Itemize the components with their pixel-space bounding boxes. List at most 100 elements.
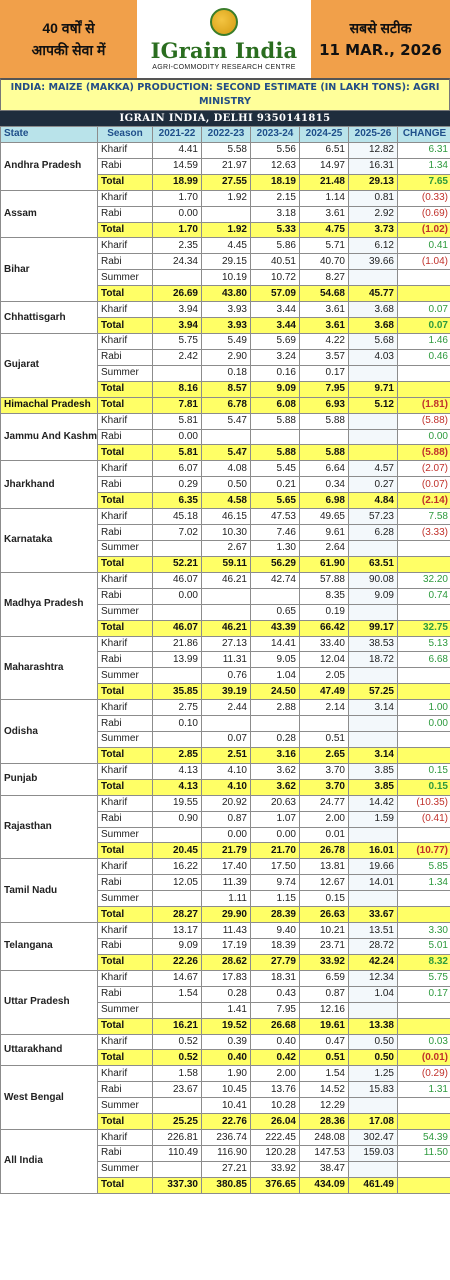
season-label: Total: [97, 492, 153, 510]
value-cell: 57.23: [348, 508, 398, 526]
value-cell: 43.39: [250, 619, 300, 637]
value-cell: [152, 539, 202, 557]
value-cell: 2.14: [299, 699, 349, 717]
value-cell: [201, 715, 251, 733]
value-cell: 12.82: [348, 141, 398, 159]
season-label: Total: [97, 221, 153, 239]
table-row-total: Total 22.26 28.62 27.79 33.92 42.24 8.32: [1, 953, 450, 971]
contact-bar: IGRAIN INDIA, DELHI 9350141815: [0, 111, 450, 126]
table-row: Punjab Kharif 4.13 4.10 3.62 3.70 3.85 0.15: [0, 762, 450, 796]
value-cell: 2.65: [299, 746, 349, 764]
value-cell: 1.04: [348, 985, 398, 1003]
change-cell: [397, 667, 450, 685]
change-cell: (0.01): [397, 1049, 450, 1067]
value-cell: [348, 603, 398, 621]
value-cell: 9.61: [299, 524, 349, 541]
value-cell: 21.97: [201, 157, 251, 175]
value-cell: 10.19: [201, 269, 251, 287]
value-cell: 2.75: [152, 699, 202, 717]
value-cell: 20.92: [201, 794, 251, 812]
value-cell: 3.70: [299, 762, 349, 780]
value-cell: 5.86: [250, 237, 300, 255]
value-cell: 21.79: [201, 842, 251, 860]
value-cell: 380.85: [201, 1176, 251, 1194]
season-label: Rabi: [97, 1145, 153, 1162]
value-cell: 10.45: [201, 1081, 251, 1099]
value-cell: 3.94: [152, 301, 202, 319]
season-label: Kharif: [97, 301, 153, 319]
table-row: Rabi 23.67 10.45 13.76 14.52 15.83 1.31: [1, 1081, 450, 1099]
value-cell: 4.10: [201, 778, 251, 796]
state-name: Tamil Nadu: [0, 858, 98, 924]
value-cell: 21.70: [250, 842, 300, 860]
table-row: Summer 1.41 7.95 12.16: [1, 1001, 450, 1019]
value-cell: 3.24: [250, 348, 300, 366]
table-row: Rabi 2.42 2.90 3.24 3.57 4.03 0.46: [1, 348, 450, 366]
state-name: Himachal Pradesh: [0, 396, 98, 414]
season-label: Kharif: [97, 699, 153, 717]
value-cell: 2.90: [201, 348, 251, 366]
value-cell: 0.21: [250, 476, 300, 494]
value-cell: 3.93: [201, 317, 251, 334]
value-cell: 0.29: [152, 476, 202, 494]
value-cell: 4.58: [201, 492, 251, 510]
value-cell: 28.27: [152, 906, 202, 924]
value-cell: 3.62: [250, 778, 300, 796]
value-cell: 1.58: [152, 1065, 202, 1083]
value-cell: 40.70: [299, 253, 349, 271]
season-label: Kharif: [97, 571, 153, 589]
value-cell: 5.47: [201, 412, 251, 430]
value-cell: 5.81: [152, 444, 202, 462]
state-name: Uttarakhand: [0, 1033, 98, 1067]
table-row: Summer 0.00 0.00 0.01: [1, 826, 450, 844]
value-cell: 9.74: [250, 874, 300, 892]
value-cell: 22.76: [201, 1113, 251, 1131]
value-cell: 9.05: [250, 651, 300, 669]
value-cell: 46.21: [201, 619, 251, 637]
value-cell: 4.22: [299, 332, 349, 350]
value-cell: 46.15: [201, 508, 251, 526]
season-label: Total: [97, 842, 153, 860]
season-label: Total: [97, 683, 153, 701]
state-name: West Bengal: [0, 1065, 98, 1131]
value-cell: 18.72: [348, 651, 398, 669]
value-cell: 6.78: [201, 396, 251, 414]
value-cell: 236.74: [201, 1129, 251, 1146]
change-cell: [397, 285, 450, 303]
value-cell: 49.65: [299, 508, 349, 526]
value-cell: [348, 1001, 398, 1019]
value-cell: 2.05: [299, 667, 349, 685]
value-cell: 42.74: [250, 571, 300, 589]
value-cell: 2.35: [152, 237, 202, 255]
value-cell: 24.77: [299, 794, 349, 812]
table-row: Uttar Pradesh Kharif 14.67 17.83 18.31 6.59 12…: [0, 969, 450, 1035]
value-cell: 0.52: [152, 1049, 202, 1067]
value-cell: 27.55: [201, 173, 251, 191]
value-cell: 2.00: [299, 810, 349, 828]
value-cell: 5.88: [250, 412, 300, 430]
state-name: Rajasthan: [0, 794, 98, 860]
value-cell: 0.00: [250, 826, 300, 844]
season-label: Total: [97, 1176, 153, 1194]
value-cell: 5.75: [152, 332, 202, 350]
value-cell: 0.43: [250, 985, 300, 1003]
change-cell: [397, 539, 450, 557]
value-cell: 47.49: [299, 683, 349, 701]
value-cell: 43.80: [201, 285, 251, 303]
season-label: Total: [97, 906, 153, 924]
value-cell: [152, 269, 202, 287]
value-cell: 0.18: [201, 364, 251, 382]
table-row-total: Total 337.30 380.85 376.65 434.09 461.49: [1, 1176, 450, 1194]
change-cell: [397, 603, 450, 621]
value-cell: 8.57: [201, 380, 251, 398]
value-cell: 46.07: [152, 619, 202, 637]
season-label: Total: [97, 953, 153, 971]
table-row: Summer 10.19 10.72 8.27: [1, 269, 450, 287]
value-cell: 5.12: [348, 396, 398, 414]
value-cell: 0.00: [152, 428, 202, 446]
value-cell: 1.70: [152, 221, 202, 239]
value-cell: 26.63: [299, 906, 349, 924]
value-cell: [152, 731, 202, 748]
value-cell: 19.55: [152, 794, 202, 812]
season-label: Kharif: [97, 460, 153, 478]
